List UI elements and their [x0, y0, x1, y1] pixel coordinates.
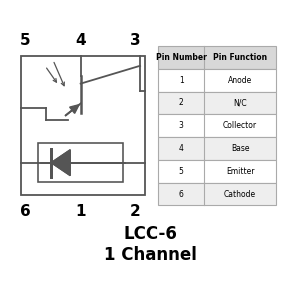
Text: Pin Function: Pin Function: [213, 53, 267, 62]
Text: 4: 4: [179, 144, 184, 153]
Text: Cathode: Cathode: [224, 190, 256, 199]
Text: 2: 2: [130, 205, 140, 220]
Text: 5: 5: [20, 33, 31, 48]
Polygon shape: [51, 150, 70, 175]
Polygon shape: [51, 150, 70, 175]
Text: Pin Number: Pin Number: [156, 53, 207, 62]
Bar: [158, 69, 276, 92]
Bar: [21, 56, 145, 195]
Bar: [158, 92, 276, 114]
Text: 2: 2: [179, 98, 184, 107]
Text: 3: 3: [179, 121, 184, 130]
Bar: [38, 143, 123, 182]
Bar: [158, 160, 276, 183]
Text: Collector: Collector: [223, 121, 257, 130]
Text: 5: 5: [179, 167, 184, 176]
Bar: [158, 46, 276, 69]
Polygon shape: [70, 105, 79, 113]
Text: 4: 4: [75, 33, 86, 48]
Text: Anode: Anode: [228, 76, 252, 85]
Bar: [158, 183, 276, 206]
Text: 1: 1: [75, 205, 86, 220]
Bar: [158, 114, 276, 137]
Text: N/C: N/C: [233, 98, 247, 107]
Text: Base: Base: [231, 144, 249, 153]
Bar: [158, 137, 276, 160]
Text: 3: 3: [130, 33, 140, 48]
Text: 6: 6: [179, 190, 184, 199]
Text: 1 Channel: 1 Channel: [103, 246, 196, 264]
Text: Emitter: Emitter: [226, 167, 254, 176]
Text: 6: 6: [20, 205, 31, 220]
Text: 1: 1: [179, 76, 184, 85]
Text: LCC-6: LCC-6: [123, 225, 177, 243]
